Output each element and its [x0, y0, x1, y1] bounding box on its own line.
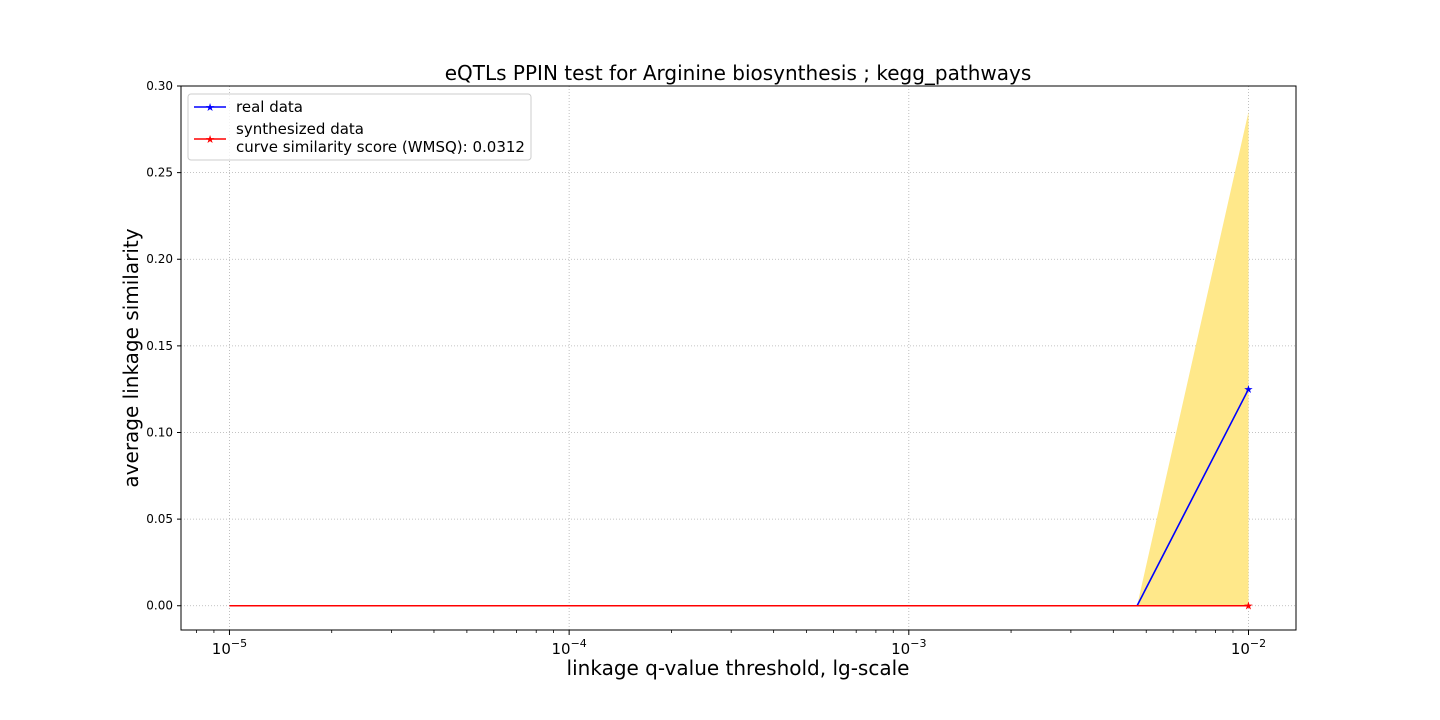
x-tick-label: 10−2 [1231, 637, 1266, 658]
legend-note: curve similarity score (WMSQ): 0.0312 [236, 138, 525, 156]
y-tick-label: 0.05 [146, 512, 173, 526]
x-axis-label: linkage q-value threshold, lg-scale [567, 656, 910, 680]
y-tick-label: 0.15 [146, 339, 173, 353]
y-tick-label: 0.30 [146, 79, 173, 93]
confidence-band [1137, 111, 1249, 606]
series-line-0 [229, 388, 1250, 607]
legend-marker-synth: ★ [205, 133, 215, 146]
band-area [1137, 111, 1249, 606]
legend: ★ real data ★ synthesized data curve sim… [187, 93, 532, 161]
x-tick-label: 10−5 [212, 637, 247, 658]
series-marker-0: ★ [1244, 383, 1254, 396]
legend-label-real: real data [236, 98, 303, 116]
y-axis: 0.00 0.05 0.10 0.15 0.20 0.25 0.30 [146, 79, 181, 613]
y-axis-label: average linkage similarity [119, 228, 143, 487]
legend-box [187, 93, 532, 161]
legend-label-synth: synthesized data [236, 120, 364, 138]
y-tick-label: 0.20 [146, 252, 173, 266]
plot-frame [180, 85, 1297, 631]
grid [181, 85, 1296, 630]
x-tick-label: 10−4 [551, 637, 586, 658]
legend-marker-real: ★ [205, 101, 215, 114]
x-axis: 10−5 10−4 10−3 10−2 [196, 630, 1266, 658]
chart-title: eQTLs PPIN test for Arginine biosynthesi… [445, 61, 1032, 85]
series-marker-1: ★ [1244, 600, 1254, 613]
y-tick-label: 0.10 [146, 425, 173, 439]
x-tick-label: 10−3 [891, 637, 926, 658]
series-layer: ★★ [229, 383, 1254, 613]
y-tick-label: 0.25 [146, 166, 173, 180]
y-tick-label: 0.00 [146, 599, 173, 613]
